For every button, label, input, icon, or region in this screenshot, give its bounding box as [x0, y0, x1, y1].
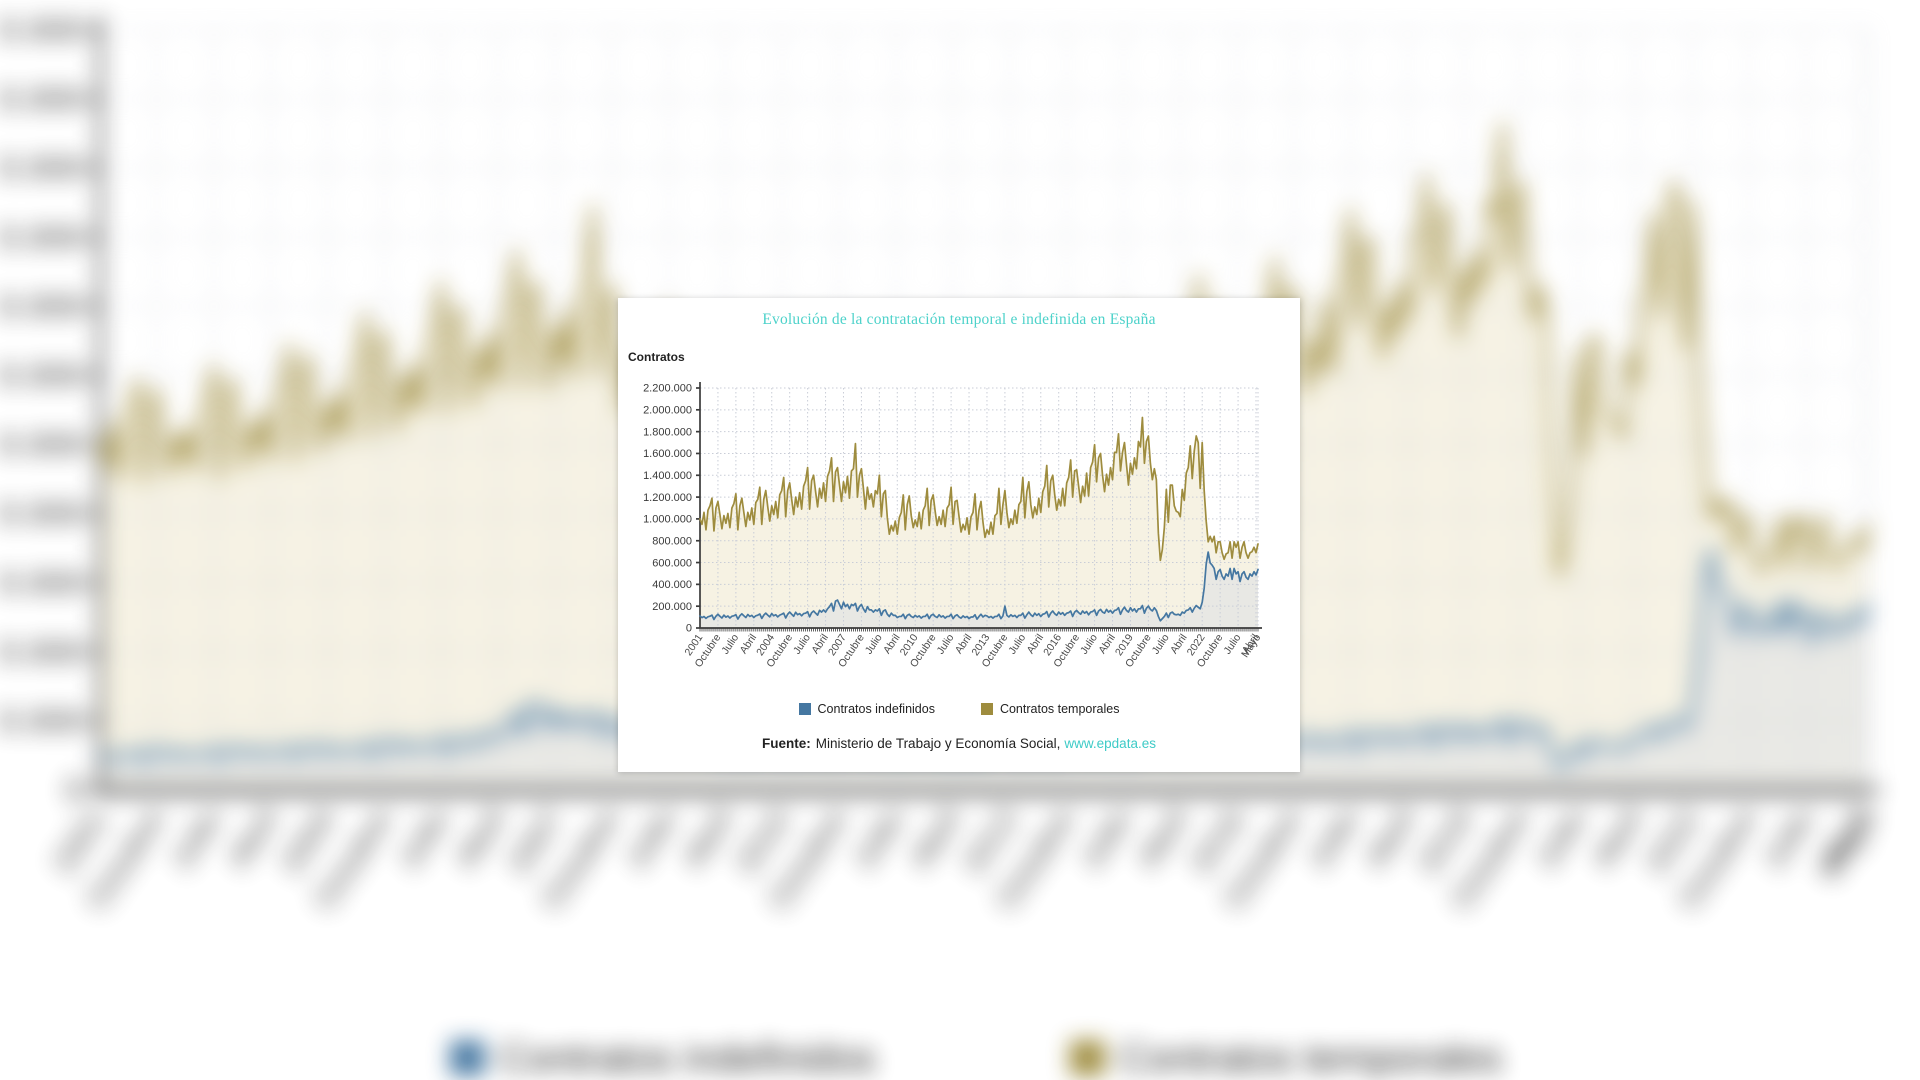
epdata-link[interactable]: www.epdata.es — [1064, 736, 1156, 751]
svg-text:1.000.000: 1.000.000 — [643, 514, 692, 526]
legend-item-indefinidos[interactable]: Contratos indefinidos — [798, 702, 935, 716]
svg-text:Julio: Julio — [1299, 802, 1366, 877]
background-legend: Contratos indefinidos Contratos temporale… — [449, 1037, 1502, 1080]
svg-text:Abril: Abril — [1357, 802, 1423, 875]
series-line-indefinidos — [699, 551, 1259, 622]
svg-text:2.000.000: 2.000.000 — [0, 81, 84, 119]
svg-text:Julio: Julio — [863, 632, 885, 657]
legend-label-temporales: Contratos temporales — [999, 702, 1120, 716]
y-axis-labels: 0 200.000 400.000 600.000 800.000 1.000.000 1.… — [643, 383, 692, 635]
legend-swatch-temporales-icon — [980, 703, 993, 715]
x-axis-labels: 2001OctubreJulioAbril2004OctubreJulioAbr… — [45, 802, 1884, 916]
y-axis-title: Contratos — [628, 350, 685, 364]
svg-text:1.600.000: 1.600.000 — [643, 448, 692, 460]
svg-text:1.800.000: 1.800.000 — [0, 150, 84, 188]
gridlines — [700, 387, 1259, 628]
svg-text:2.200.000: 2.200.000 — [0, 12, 84, 50]
svg-text:Abril: Abril — [902, 802, 968, 875]
svg-text:Abril: Abril — [675, 802, 741, 875]
svg-text:Julio: Julio — [389, 802, 456, 877]
legend-item-temporales[interactable]: Contratos temporales — [980, 702, 1120, 716]
svg-text:200.000: 200.000 — [0, 702, 84, 740]
chart-legend: Contratos indefinidos Contratos temporal… — [618, 702, 1300, 716]
svg-text:Julio: Julio — [844, 802, 911, 877]
svg-text:800.000: 800.000 — [0, 495, 84, 533]
source-line: Fuente: Ministerio de Trabajo y Economía … — [618, 736, 1300, 751]
series-line-temporales — [699, 416, 1259, 562]
svg-text:2.200.000: 2.200.000 — [643, 383, 692, 395]
series-area-temporales — [700, 417, 1258, 628]
svg-text:800.000: 800.000 — [652, 535, 692, 547]
svg-text:1.400.000: 1.400.000 — [0, 288, 84, 326]
svg-text:Julio: Julio — [162, 802, 229, 877]
svg-text:Julio: Julio — [934, 632, 956, 657]
svg-text:Julio: Julio — [1072, 802, 1139, 877]
svg-text:0: 0 — [686, 623, 692, 635]
svg-text:Contratos indefinidos: Contratos indefinidos — [500, 1037, 876, 1080]
axes — [88, 16, 1881, 799]
svg-text:Abril: Abril — [1129, 802, 1195, 875]
svg-text:400.000: 400.000 — [652, 579, 692, 591]
axes — [696, 382, 1262, 632]
svg-text:Julio: Julio — [1526, 802, 1593, 877]
svg-text:Abril: Abril — [447, 802, 513, 875]
svg-text:1.200.000: 1.200.000 — [0, 357, 84, 395]
svg-text:1.800.000: 1.800.000 — [643, 426, 692, 438]
svg-text:2.000.000: 2.000.000 — [643, 405, 692, 417]
svg-text:1.400.000: 1.400.000 — [643, 470, 692, 482]
svg-text:200.000: 200.000 — [652, 601, 692, 613]
svg-text:400.000: 400.000 — [0, 633, 84, 671]
svg-text:1.200.000: 1.200.000 — [643, 492, 692, 504]
svg-text:600.000: 600.000 — [652, 557, 692, 569]
chart-panel: Evolución de la contratación temporal e … — [618, 298, 1300, 772]
svg-text:Julio: Julio — [791, 632, 813, 657]
legend-label-indefinidos: Contratos indefinidos — [817, 702, 935, 716]
svg-text:0: 0 — [65, 772, 84, 810]
line-chart: 0 200.000 400.000 600.000 800.000 1.000.000 1.… — [643, 382, 1264, 670]
svg-text:1.600.000: 1.600.000 — [0, 219, 84, 257]
svg-text:Abril: Abril — [1584, 802, 1650, 875]
svg-text:1.000.000: 1.000.000 — [0, 426, 84, 464]
svg-text:Julio: Julio — [1006, 632, 1028, 657]
source-text: Ministerio de Trabajo y Economía Social, — [815, 736, 1061, 751]
svg-text:Julio: Julio — [1150, 632, 1172, 657]
svg-text:Contratos temporales: Contratos temporales — [1120, 1037, 1502, 1080]
svg-text:Julio: Julio — [719, 632, 741, 657]
svg-text:Julio: Julio — [1078, 632, 1100, 657]
chart-title: Evolución de la contratación temporal e … — [762, 311, 1156, 328]
x-axis-labels: 2001OctubreJulioAbril2004OctubreJulioAbr… — [682, 632, 1263, 670]
y-axis-labels: 0 200.000 400.000 600.000 800.000 1.000.000 1.… — [0, 12, 84, 810]
source-prefix: Fuente: — [762, 736, 811, 751]
legend-swatch-indefinidos-icon — [798, 703, 811, 715]
svg-text:Abril: Abril — [220, 802, 286, 875]
svg-text:Julio: Julio — [617, 802, 684, 877]
svg-text:600.000: 600.000 — [0, 564, 84, 602]
